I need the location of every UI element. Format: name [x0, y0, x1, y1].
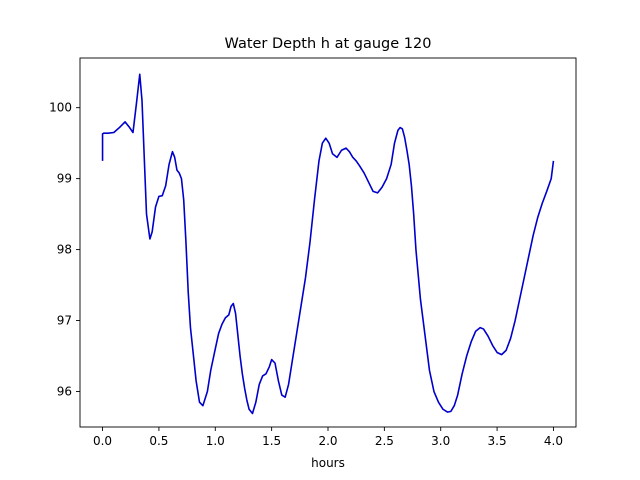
x-tick-label: 2.5	[375, 434, 394, 448]
y-tick-label: 99	[57, 172, 72, 186]
axes-frame	[79, 57, 577, 428]
y-axis-ticks: 96 97 98 99 100	[49, 101, 80, 399]
x-tick-label: 3.0	[431, 434, 450, 448]
x-tick-label: 1.5	[262, 434, 281, 448]
x-tick-label: 4.0	[544, 434, 563, 448]
x-tick-label: 3.5	[488, 434, 507, 448]
y-tick-label: 100	[49, 101, 72, 115]
x-tick-label: 0.0	[93, 434, 112, 448]
water-depth-line	[101, 73, 555, 415]
x-axis-ticks: 0.0 0.5 1.0 1.5 2.0 2.5 3.0 3.5 4.0	[93, 427, 563, 448]
y-tick-label: 96	[57, 385, 72, 399]
chart-title: Water Depth h at gauge 120	[225, 36, 432, 52]
y-tick-label: 97	[57, 314, 72, 328]
y-tick-label: 98	[57, 243, 72, 257]
x-axis-title: hours	[311, 456, 345, 470]
x-tick-label: 0.5	[149, 434, 168, 448]
x-tick-label: 2.0	[318, 434, 337, 448]
x-tick-label: 1.0	[206, 434, 225, 448]
plot-area: 0.0 0.5 1.0 1.5 2.0 2.5 3.0 3.5 4.0 96 97 98 99 100	[49, 57, 577, 448]
